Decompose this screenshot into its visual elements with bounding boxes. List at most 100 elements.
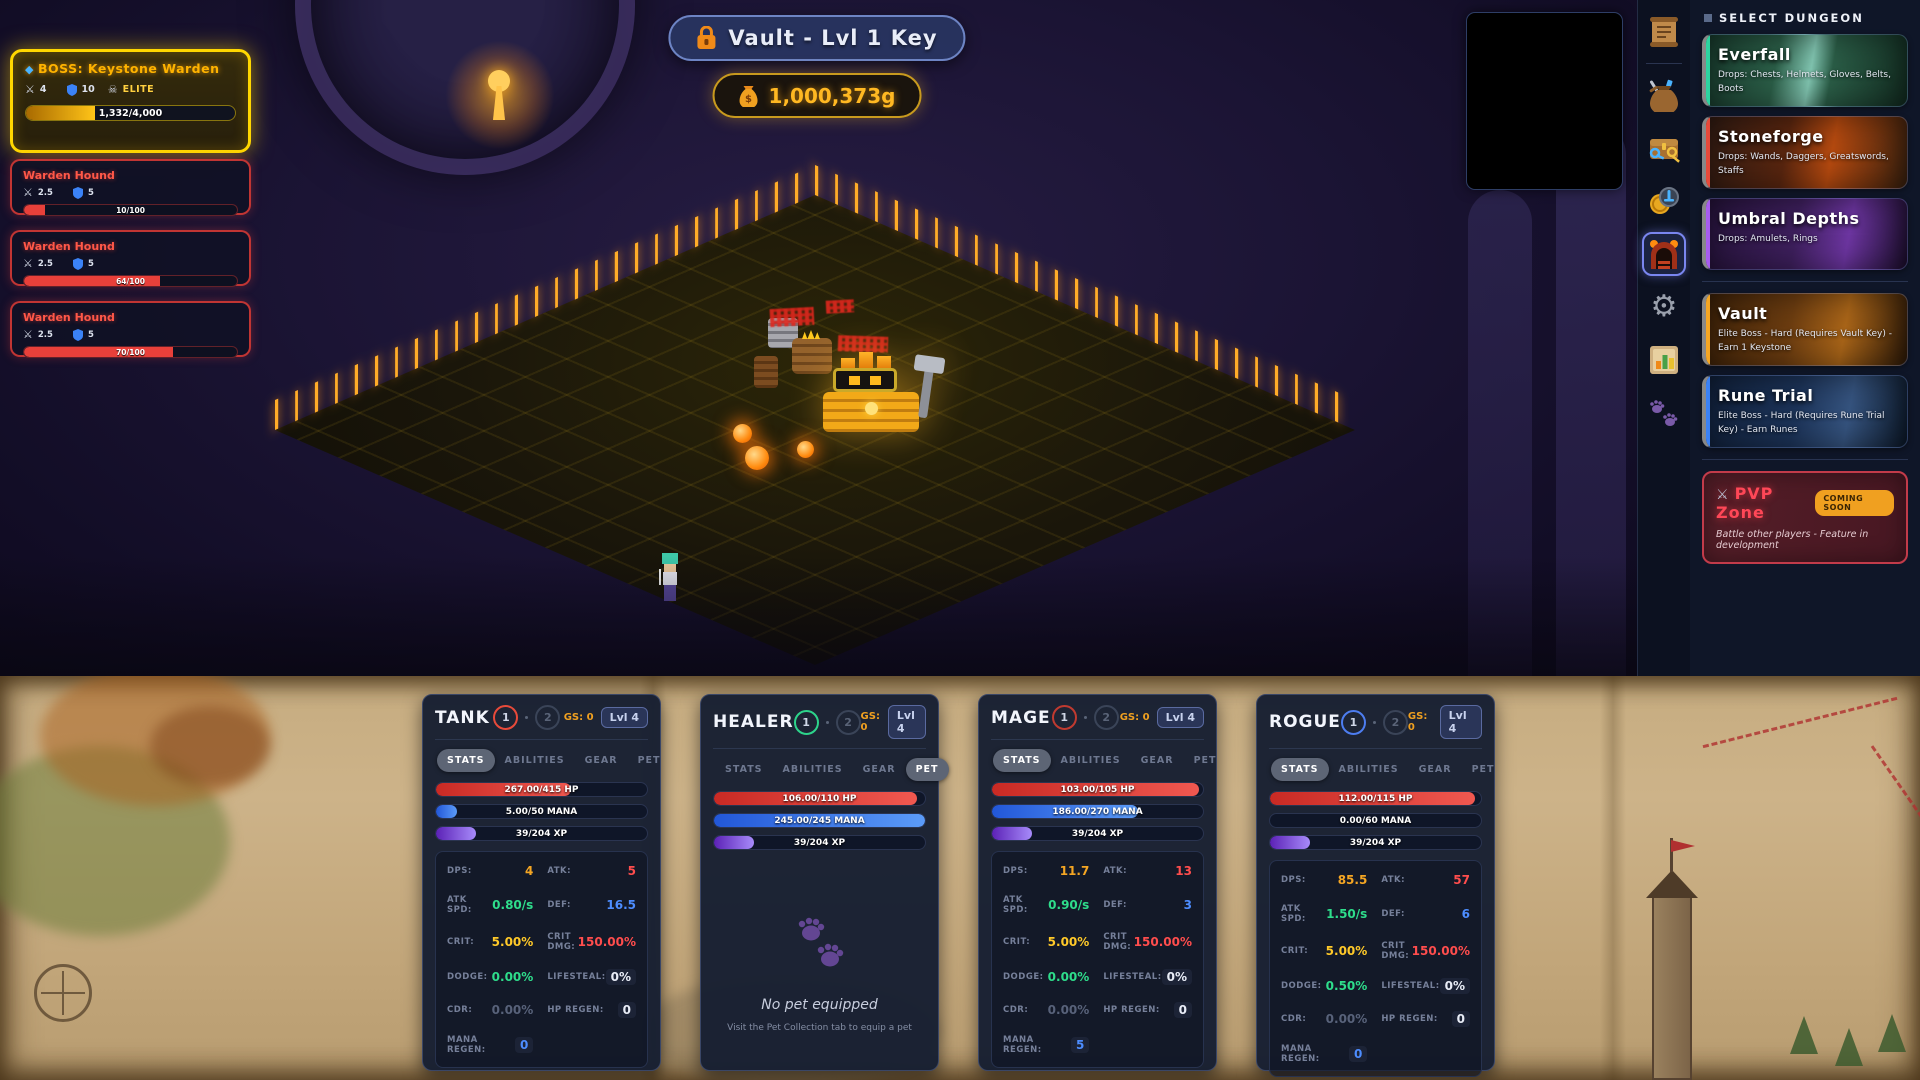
list-divider	[1702, 281, 1908, 282]
tab-gear[interactable]: GEAR	[584, 755, 618, 766]
stat-hp-regen: HP REGEN: 0	[1103, 1002, 1192, 1018]
tab-abilities[interactable]: ABILITIES	[1338, 764, 1399, 775]
dungeon-accent-bar	[1706, 35, 1710, 106]
map-compass-decoration	[34, 964, 92, 1022]
tab-abilities[interactable]: ABILITIES	[504, 755, 565, 766]
tab-stats[interactable]: STATS	[993, 749, 1051, 772]
tab-abilities[interactable]: ABILITIES	[1060, 755, 1121, 766]
slot-1-button[interactable]: 1	[793, 709, 819, 735]
stat-dps: DPS: 4	[447, 864, 534, 878]
dungeon-card[interactable]: Rune Trial Elite Boss - Hard (Requires R…	[1702, 375, 1908, 448]
tab-abilities[interactable]: ABILITIES	[782, 764, 843, 775]
mana-bar: 0.00/60 MANA	[1269, 813, 1482, 828]
tab-gear[interactable]: GEAR	[1418, 764, 1452, 775]
settings-gear-icon[interactable]: ⚙	[1650, 289, 1678, 324]
dungeon-card[interactable]: Stoneforge Drops: Wands, Daggers, Greats…	[1702, 116, 1908, 189]
mana-text: 245.00/245 MANA	[774, 816, 865, 826]
dungeon-accent-bar	[1706, 117, 1710, 188]
shield-icon	[66, 83, 77, 96]
dungeon-accent-bar	[1706, 199, 1710, 269]
dungeon-accent-bar	[1706, 376, 1710, 447]
slot-2-button[interactable]: 2	[1382, 709, 1408, 735]
boss-hp-bar: 1,332/4,000	[25, 105, 236, 121]
slot-dot	[1372, 720, 1376, 724]
enemy-sprite	[754, 356, 778, 388]
character-tabs: STATS ABILITIES GEAR PET	[713, 758, 949, 781]
stat-lifesteal: LIFESTEAL: 0%	[547, 969, 636, 985]
stats-chart-icon[interactable]	[1642, 338, 1686, 382]
minion-health-panel: Warden Hound ⚔ 2.5 5 70/100	[10, 301, 251, 358]
gem-icon: ◆	[25, 63, 34, 76]
gear-score: GS: 0	[1119, 712, 1150, 723]
tab-pet[interactable]: PET	[1193, 755, 1217, 766]
tab-stats[interactable]: STATS	[725, 764, 763, 775]
slot-2-button[interactable]: 2	[1093, 705, 1119, 730]
minion-hp-text: 70/100	[116, 348, 145, 357]
slot-2-button[interactable]: 2	[835, 709, 861, 735]
attack-icon: ⚔	[23, 186, 33, 199]
tab-gear[interactable]: GEAR	[862, 764, 896, 775]
character-slots: 1 2	[490, 705, 564, 730]
dungeon-title: Vault - Lvl 1 Key	[728, 26, 938, 50]
svg-text:$: $	[745, 94, 752, 105]
attack-icon: ⚔	[23, 328, 33, 341]
minion-defense-value: 5	[87, 187, 94, 198]
slot-2-button[interactable]: 2	[535, 705, 561, 730]
slot-1-button[interactable]: 1	[493, 705, 519, 730]
dungeon-name: Everfall	[1718, 45, 1791, 64]
stat-hp-regen: HP REGEN: 0	[1381, 1011, 1470, 1027]
coins-trade-icon[interactable]	[1642, 179, 1686, 223]
slot-1-button[interactable]: 1	[1051, 705, 1077, 730]
class-name: MAGE	[991, 707, 1051, 728]
boss-name: ◆ BOSS: Keystone Warden	[25, 61, 220, 76]
minion-attack-value: 2.5	[37, 258, 53, 269]
slot-1-button[interactable]: 1	[1340, 709, 1366, 735]
stat-dodge: DODGE: 0.00%	[1003, 970, 1090, 984]
gear-score: GS: 0	[860, 711, 880, 733]
class-name: TANK	[435, 707, 490, 728]
mana-text: 5.00/50 MANA	[505, 807, 578, 817]
panel-header: SELECT DUNGEON	[1704, 11, 1908, 25]
map-crease	[1600, 676, 1626, 1080]
dungeon-card[interactable]: Umbral Depths Drops: Amulets, Rings	[1702, 198, 1908, 270]
minion-hp-bar: 10/100	[23, 204, 238, 216]
stat-def: DEF: 6	[1381, 907, 1470, 921]
map-dragon-decoration	[40, 676, 270, 806]
mana-bar: 245.00/245 MANA	[713, 813, 926, 828]
attack-icon: ⚔	[25, 83, 35, 96]
hp-text: 106.00/110 HP	[782, 794, 857, 804]
dungeon-name: Vault	[1718, 304, 1768, 323]
tab-pet[interactable]: PET	[1471, 764, 1495, 775]
tab-stats[interactable]: STATS	[1271, 758, 1329, 781]
map-pine-decoration	[1835, 1028, 1863, 1066]
minion-hp-bar: 70/100	[23, 346, 238, 358]
character-panel: ROGUE 1 2 GS: 0 Lvl 4 STATS ABILITIES	[1256, 694, 1495, 1077]
stat-dps: DPS: 11.7	[1003, 864, 1090, 878]
dungeon-card[interactable]: Everfall Drops: Chests, Helmets, Gloves,…	[1702, 34, 1908, 107]
tab-pet[interactable]: PET	[905, 758, 949, 781]
tab-stats[interactable]: STATS	[437, 749, 495, 772]
dungeon-card[interactable]: Vault Elite Boss - Hard (Requires Vault …	[1702, 293, 1908, 366]
world-map-footer: TANK 1 2 GS: 0 Lvl 4 STATS ABILITIES G	[0, 676, 1920, 1080]
level-badge: Lvl 4	[1439, 705, 1482, 739]
stat-cdr: CDR: 0.00%	[1003, 1003, 1090, 1017]
pvp-title: ⚔ PVP Zone	[1716, 484, 1774, 522]
xp-bar: 39/204 XP	[991, 826, 1204, 841]
treasure-chest-icon[interactable]	[1642, 126, 1686, 170]
dungeon-drops: Elite Boss - Hard (Requires Rune Trial K…	[1718, 411, 1885, 435]
minion-hp-bar: 64/100	[23, 275, 238, 287]
tab-pet[interactable]: PET	[637, 755, 661, 766]
stat-def: DEF: 3	[1103, 898, 1192, 912]
pet-paws-icon[interactable]	[1642, 391, 1686, 435]
loot-bag-icon[interactable]	[1642, 73, 1686, 117]
fireball-projectile	[797, 441, 814, 458]
dungeon-gate-icon[interactable]	[1642, 232, 1686, 276]
xp-text: 39/204 XP	[793, 838, 846, 848]
tab-gear[interactable]: GEAR	[1140, 755, 1174, 766]
quest-scroll-icon[interactable]	[1642, 10, 1686, 54]
stat-lifesteal: LIFESTEAL: 0%	[1103, 969, 1192, 985]
game-viewport[interactable]: ◆ BOSS: Keystone Warden ⚔ 4 10 ☠ ELITE 1,…	[0, 0, 1637, 676]
xp-bar: 39/204 XP	[713, 835, 926, 850]
mana-bar: 5.00/50 MANA	[435, 804, 648, 819]
pvp-zone-card[interactable]: ⚔ PVP Zone COMING SOON Battle other playe…	[1702, 471, 1908, 564]
